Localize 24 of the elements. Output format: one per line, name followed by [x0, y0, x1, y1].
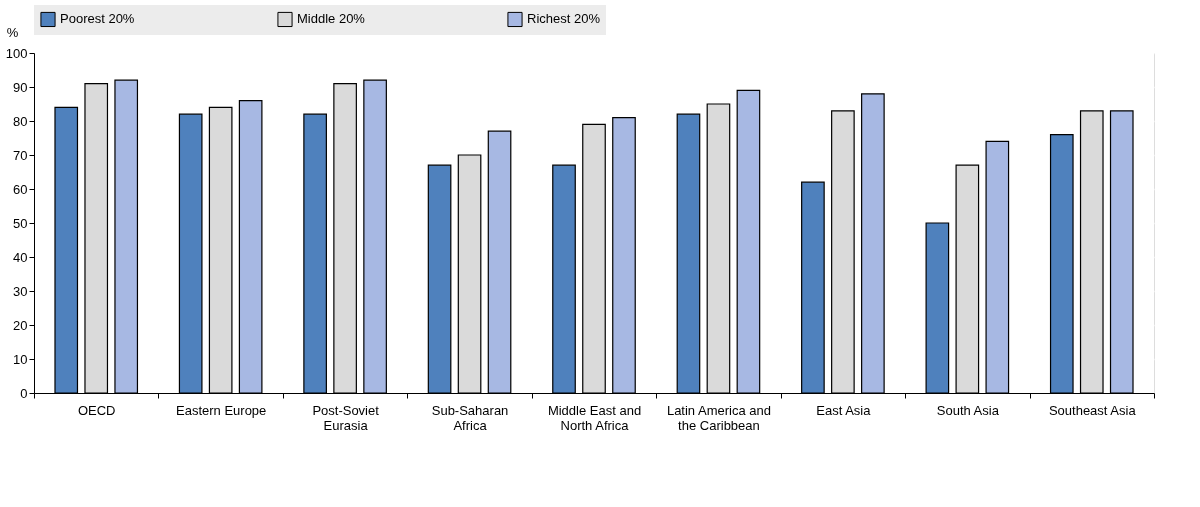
legend-label: Poorest 20%	[60, 11, 135, 27]
y-tick-label: 40	[13, 249, 28, 265]
x-tick-label: East Asia	[816, 402, 872, 418]
y-tick-label: 20	[13, 317, 28, 333]
x-tick-label: Sub-Saharan Africa	[431, 402, 509, 433]
y-tick-label: 60	[13, 181, 28, 197]
y-tick-label: 90	[13, 79, 28, 95]
y-axis-title: %	[6, 24, 19, 40]
x-tick-label: South Asia	[936, 402, 1000, 418]
y-tick-label: 0	[20, 385, 28, 401]
x-tick-label: Post-Soviet Eurasia	[312, 402, 380, 433]
x-tick-label: Latin America and the Caribbean	[666, 402, 771, 433]
x-tick-label: Eastern Europe	[175, 402, 267, 418]
y-tick-label: 50	[13, 215, 28, 231]
x-tick-label: Southeast Asia	[1048, 402, 1137, 418]
y-tick-label: 80	[13, 113, 28, 129]
y-tick-label: 70	[13, 147, 28, 163]
legend-label: Richest 20%	[527, 11, 601, 27]
y-tick-label: 100	[5, 45, 28, 61]
y-tick-label: 30	[13, 283, 28, 299]
x-tick-label: OECD	[77, 402, 116, 418]
y-tick-label: 10	[13, 351, 28, 367]
legend-label: Middle 20%	[297, 11, 366, 27]
x-tick-label: Middle East and North Africa	[547, 402, 642, 433]
